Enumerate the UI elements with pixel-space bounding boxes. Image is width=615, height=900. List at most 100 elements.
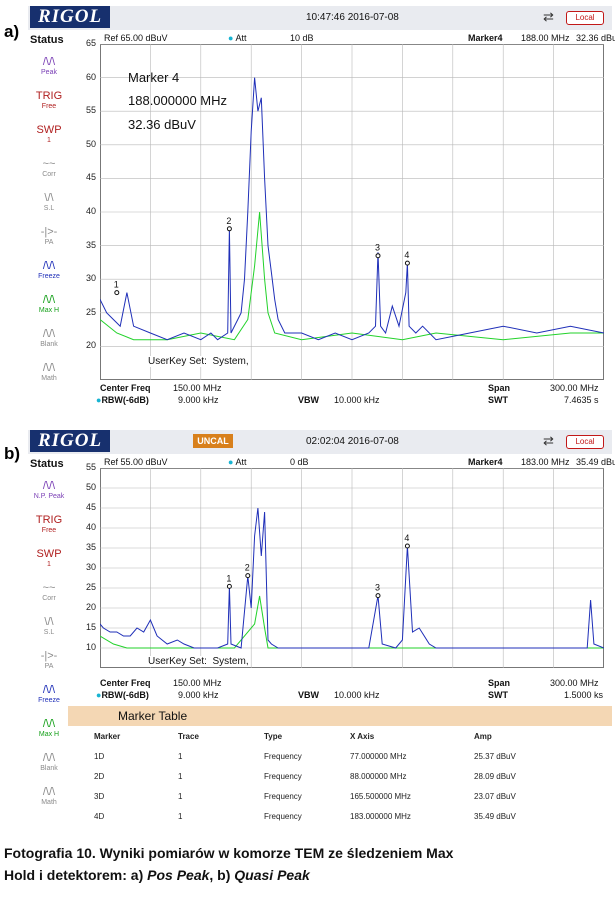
caption-prefix: Hold i detektorem: a) xyxy=(4,867,148,883)
sidebar-item-s-l[interactable]: \/\ S.L xyxy=(31,616,67,646)
marker-label: 3 xyxy=(375,583,380,593)
marker-table-cell: 183.000000 MHz xyxy=(350,812,411,821)
att-text: Att xyxy=(235,457,247,467)
sidebar-item-s-l[interactable]: \/\ S.L xyxy=(31,192,67,222)
center-freq-label: Center Freq xyxy=(100,678,151,688)
local-badge[interactable]: Local xyxy=(566,11,604,25)
sidebar-item-math[interactable]: /\/\ Math xyxy=(31,362,67,392)
sidebar-item-label: Free xyxy=(41,103,57,110)
att-text: Att xyxy=(235,33,247,43)
sidebar-item-n-p-peak[interactable]: /\/\ N.P. Peak xyxy=(31,480,67,510)
sidebar-item-icon: -|>- xyxy=(40,650,58,662)
marker-label: 1 xyxy=(226,573,231,583)
marker-table-cell: 25.37 dBuV xyxy=(474,752,516,761)
sidebar-item-icon: /\/\ xyxy=(42,362,56,374)
sidebar-item-pa[interactable]: -|>- PA xyxy=(31,650,67,680)
sidebar-item-icon: /\/\ xyxy=(42,56,56,68)
rbw-label-text: RBW(-6dB) xyxy=(101,395,149,405)
sidebar-item-label: Math xyxy=(41,799,57,806)
sidebar-item-1[interactable]: SWP 1 xyxy=(31,548,67,578)
y-tick-label: 45 xyxy=(85,502,96,512)
marker-point xyxy=(226,583,232,589)
sidebar-item-freeze[interactable]: /\/\ Freeze xyxy=(31,260,67,290)
caption-line-2: Hold i detektorem: a) Pos Peak, b) Quasi… xyxy=(4,864,609,886)
marker-table-cell: 1D xyxy=(94,752,105,761)
rigol-logo: RIGOL xyxy=(30,430,110,452)
sidebar-item-max-h[interactable]: /\/\ Max H xyxy=(31,294,67,324)
sidebar-item-max-h[interactable]: /\/\ Max H xyxy=(31,718,67,748)
ref-level: Ref 55.00 dBuV xyxy=(104,457,168,467)
sidebar-item-blank[interactable]: /\/\ Blank xyxy=(31,752,67,782)
userkey-label: UserKey Set: xyxy=(148,356,207,367)
y-tick-label: 50 xyxy=(85,138,96,149)
sidebar-item-freeze[interactable]: /\/\ Freeze xyxy=(31,684,67,714)
sidebar-item-label: Freeze xyxy=(38,273,60,280)
rbw-dot-icon: ● xyxy=(96,690,102,700)
status-label: Status xyxy=(30,458,64,470)
y-tick-label: 25 xyxy=(85,582,96,592)
sidebar-item-icon: \/\ xyxy=(44,616,54,628)
marker-table-cell: 4D xyxy=(94,812,105,821)
y-tick-label: 40 xyxy=(85,522,96,532)
sidebar-item-pa[interactable]: -|>- PA xyxy=(31,226,67,256)
sidebar-item-label: 1 xyxy=(47,137,51,144)
y-tick-label: 45 xyxy=(85,172,96,183)
sidebar-item-icon: /\/\ xyxy=(42,294,56,306)
local-badge[interactable]: Local xyxy=(566,435,604,449)
att-value: 10 dB xyxy=(290,33,314,43)
marker-table-header-cell: Amp xyxy=(474,732,492,741)
series-line xyxy=(100,77,604,341)
sidebar-item-free[interactable]: TRIG Free xyxy=(31,90,67,120)
sidebar-item-1[interactable]: SWP 1 xyxy=(31,124,67,154)
rbw-label: ●RBW(-6dB) xyxy=(96,395,149,405)
sidebar-item-icon: TRIG xyxy=(35,514,63,526)
marker-table-cell: 1 xyxy=(178,752,183,761)
span-value: 300.00 MHz xyxy=(550,383,599,393)
datetime: 10:47:46 2016-07-08 xyxy=(306,12,399,23)
sidebar-item-label: Max H xyxy=(38,731,60,738)
userkey-set: UserKey Set: System, xyxy=(148,656,249,667)
sidebar-item-label: Corr xyxy=(42,171,56,178)
sidebar-item-icon: /\/\ xyxy=(42,752,56,764)
y-tick-label: 30 xyxy=(85,562,96,572)
sidebar-item-blank[interactable]: /\/\ Blank xyxy=(31,328,67,358)
marker-readout-amp: 35.49 dBuV xyxy=(576,457,615,467)
sidebar-item-corr[interactable]: ~~ Corr xyxy=(31,158,67,188)
sidebar-item-label: S.L xyxy=(43,205,55,212)
marker-readout-freq: 188.00 MHz xyxy=(521,33,570,43)
screen-header: RIGOL 10:47:46 2016-07-08 ⇄ Local xyxy=(28,6,612,30)
usb-icon: ⇄ xyxy=(543,9,554,24)
marker-point xyxy=(114,290,120,296)
sidebar-item-icon: /\/\ xyxy=(42,328,56,340)
y-tick-label: 35 xyxy=(85,239,96,250)
sidebar-item-math[interactable]: /\/\ Math xyxy=(31,786,67,816)
ref-level: Ref 65.00 dBuV xyxy=(104,33,168,43)
sidebar-item-icon: \/\ xyxy=(44,192,54,204)
spectrum-plot-b: 1 2 3 4 xyxy=(100,468,604,668)
swt-value: 1.5000 ks xyxy=(564,690,604,700)
series-line xyxy=(100,595,604,649)
sidebar-item-label: S.L xyxy=(43,629,55,636)
marker-point xyxy=(226,226,232,232)
sidebar-item-corr[interactable]: ~~ Corr xyxy=(31,582,67,612)
att-dot-icon: ● xyxy=(228,33,234,43)
userkey-value: System, xyxy=(212,356,249,367)
sidebar-item-label: Peak xyxy=(41,69,57,76)
span-value: 300.00 MHz xyxy=(550,678,599,688)
marker-point xyxy=(375,253,381,259)
sidebar-item-peak[interactable]: /\/\ Peak xyxy=(31,56,67,86)
marker-readout-label: Marker4 xyxy=(468,457,503,467)
marker-table-cell: 88.000000 MHz xyxy=(350,772,407,781)
caption-line-1: Fotografia 10. Wyniki pomiarów w komorze… xyxy=(4,845,454,861)
sidebar-item-free[interactable]: TRIG Free xyxy=(31,514,67,544)
sidebar-item-icon: -|>- xyxy=(40,226,58,238)
center-freq-value: 150.00 MHz xyxy=(173,678,222,688)
marker-table-cell: 1 xyxy=(178,812,183,821)
sidebar-item-icon: ~~ xyxy=(42,158,56,170)
marker-readout: Marker4 xyxy=(468,457,503,467)
sidebar-item-label: 1 xyxy=(47,561,51,568)
y-tick-label: 55 xyxy=(85,462,96,472)
caption-pos-peak: Pos Peak xyxy=(147,867,210,883)
marker-table-cell: 77.000000 MHz xyxy=(350,752,407,761)
vbw-value: 10.000 kHz xyxy=(334,690,380,700)
